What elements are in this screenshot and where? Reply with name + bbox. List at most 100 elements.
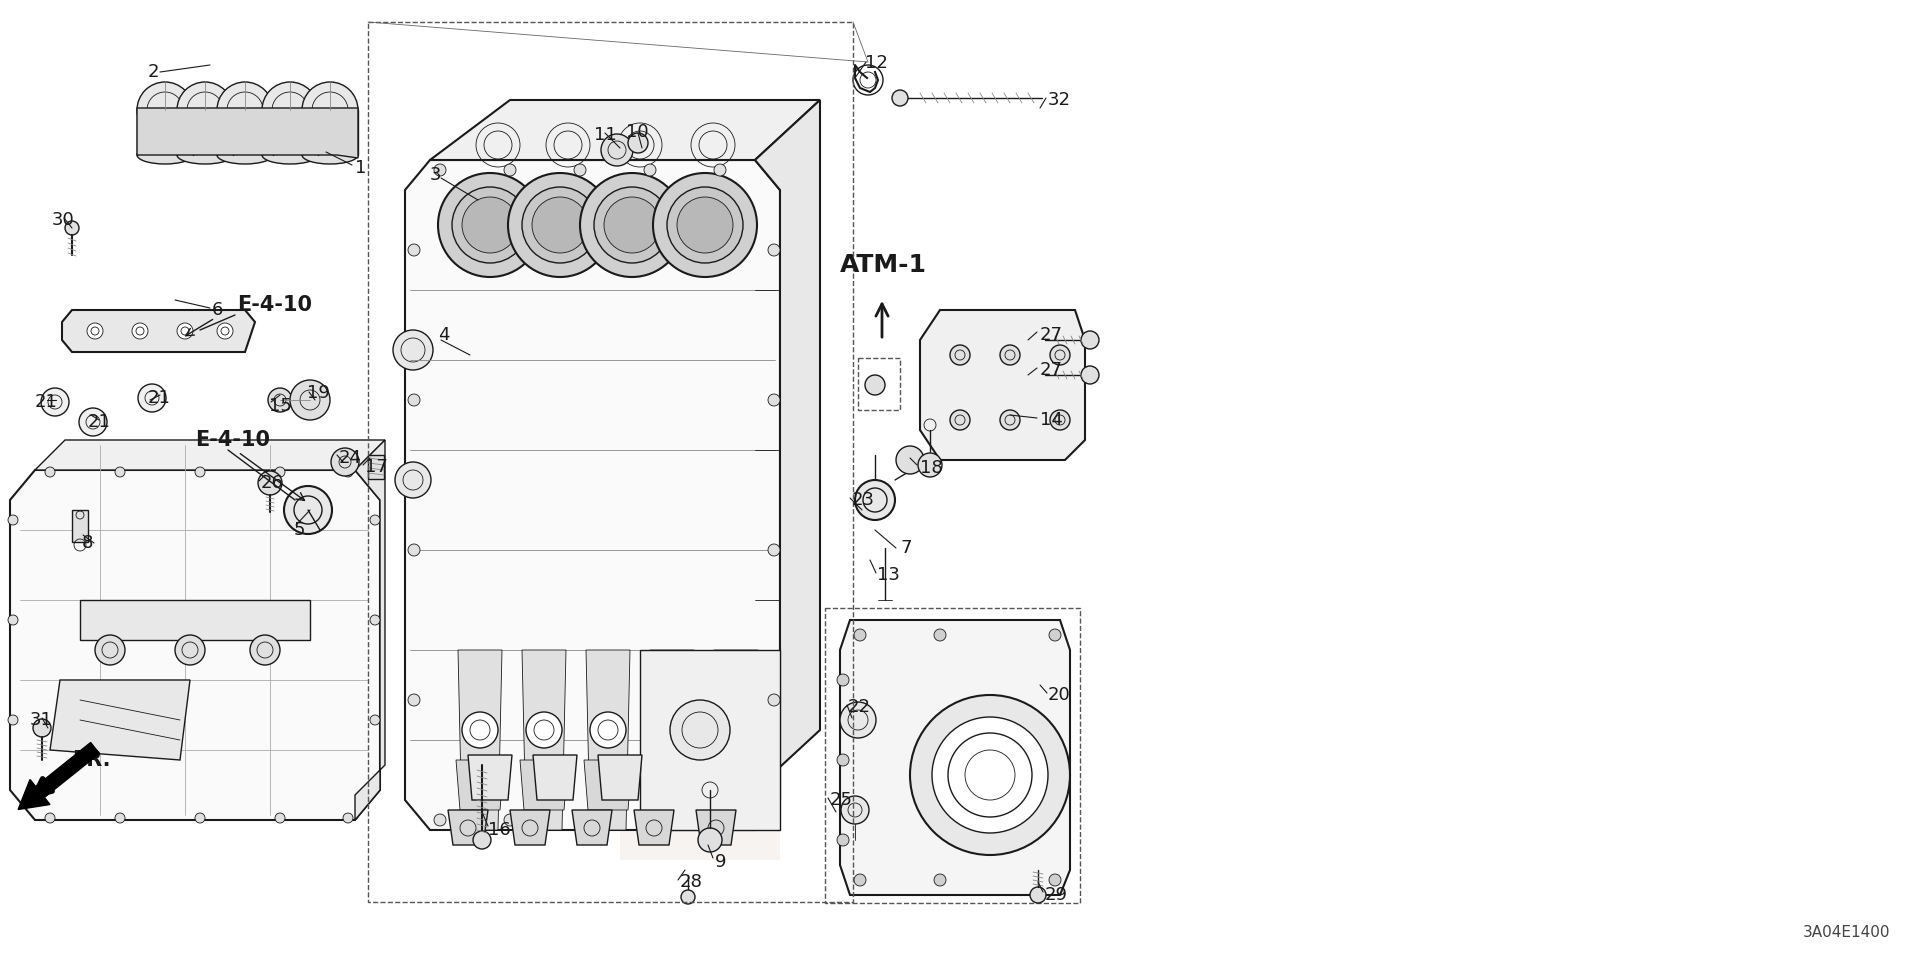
Circle shape xyxy=(8,615,17,625)
Polygon shape xyxy=(651,650,693,830)
Text: 25: 25 xyxy=(829,791,852,809)
Circle shape xyxy=(643,814,657,826)
Polygon shape xyxy=(81,600,309,640)
Polygon shape xyxy=(50,680,190,760)
Text: 12: 12 xyxy=(866,54,887,72)
Polygon shape xyxy=(755,100,820,830)
Circle shape xyxy=(301,82,357,138)
Circle shape xyxy=(768,694,780,706)
Circle shape xyxy=(371,615,380,625)
Bar xyxy=(826,608,1079,903)
Circle shape xyxy=(574,814,586,826)
Circle shape xyxy=(605,197,660,253)
Bar xyxy=(369,455,384,479)
Circle shape xyxy=(463,197,518,253)
Text: 3A04E1400: 3A04E1400 xyxy=(1803,925,1889,940)
Text: 21: 21 xyxy=(35,393,58,411)
Circle shape xyxy=(8,515,17,525)
Polygon shape xyxy=(714,650,758,830)
Text: 14: 14 xyxy=(1041,411,1064,429)
Polygon shape xyxy=(695,810,735,845)
Polygon shape xyxy=(520,760,568,810)
Ellipse shape xyxy=(136,146,194,164)
Circle shape xyxy=(950,410,970,430)
Polygon shape xyxy=(639,650,780,830)
Circle shape xyxy=(472,831,492,849)
Polygon shape xyxy=(61,310,255,352)
Polygon shape xyxy=(841,620,1069,895)
Circle shape xyxy=(931,717,1048,833)
Text: 21: 21 xyxy=(88,413,111,431)
Circle shape xyxy=(1048,629,1062,641)
Circle shape xyxy=(115,467,125,477)
Circle shape xyxy=(503,814,516,826)
Circle shape xyxy=(837,834,849,846)
Circle shape xyxy=(574,164,586,176)
Circle shape xyxy=(407,544,420,556)
Text: 21: 21 xyxy=(148,389,171,407)
Circle shape xyxy=(344,467,353,477)
Circle shape xyxy=(407,694,420,706)
Polygon shape xyxy=(634,810,674,845)
Circle shape xyxy=(768,244,780,256)
Circle shape xyxy=(841,796,870,824)
Circle shape xyxy=(8,715,17,725)
Circle shape xyxy=(1050,410,1069,430)
Circle shape xyxy=(866,375,885,395)
Circle shape xyxy=(854,629,866,641)
Text: 5: 5 xyxy=(294,521,305,539)
Circle shape xyxy=(261,82,319,138)
Circle shape xyxy=(284,486,332,534)
Circle shape xyxy=(950,345,970,365)
Circle shape xyxy=(1050,345,1069,365)
Polygon shape xyxy=(468,755,513,800)
Text: E-4-10: E-4-10 xyxy=(196,430,271,450)
Text: 6: 6 xyxy=(211,301,223,319)
Circle shape xyxy=(522,187,597,263)
Circle shape xyxy=(580,173,684,277)
Text: 18: 18 xyxy=(920,459,943,477)
Text: 11: 11 xyxy=(593,126,616,144)
Circle shape xyxy=(463,712,497,748)
Polygon shape xyxy=(620,600,780,860)
Polygon shape xyxy=(136,108,357,158)
Polygon shape xyxy=(712,760,760,810)
Polygon shape xyxy=(586,650,630,830)
Circle shape xyxy=(177,323,194,339)
Circle shape xyxy=(768,394,780,406)
Circle shape xyxy=(451,187,528,263)
Text: 4: 4 xyxy=(438,326,449,344)
Circle shape xyxy=(718,712,755,748)
Circle shape xyxy=(257,471,282,495)
Circle shape xyxy=(503,164,516,176)
Circle shape xyxy=(601,134,634,166)
Text: 20: 20 xyxy=(1048,686,1071,704)
Circle shape xyxy=(1000,345,1020,365)
Polygon shape xyxy=(597,755,641,800)
Circle shape xyxy=(275,467,284,477)
Circle shape xyxy=(44,467,56,477)
Circle shape xyxy=(918,453,943,477)
Circle shape xyxy=(682,890,695,904)
Circle shape xyxy=(854,874,866,886)
Circle shape xyxy=(1081,331,1098,349)
Circle shape xyxy=(628,133,649,153)
Circle shape xyxy=(933,874,947,886)
Polygon shape xyxy=(430,100,820,160)
Circle shape xyxy=(275,813,284,823)
Text: 19: 19 xyxy=(307,384,330,402)
Circle shape xyxy=(217,82,273,138)
Polygon shape xyxy=(459,650,501,830)
Polygon shape xyxy=(457,760,503,810)
Circle shape xyxy=(196,467,205,477)
Text: 32: 32 xyxy=(1048,91,1071,109)
Circle shape xyxy=(1048,874,1062,886)
Polygon shape xyxy=(405,160,780,830)
Circle shape xyxy=(854,480,895,520)
Circle shape xyxy=(196,813,205,823)
Circle shape xyxy=(44,813,56,823)
Circle shape xyxy=(1029,887,1046,903)
Circle shape xyxy=(1081,366,1098,384)
Text: 28: 28 xyxy=(680,873,703,891)
Polygon shape xyxy=(920,310,1085,460)
